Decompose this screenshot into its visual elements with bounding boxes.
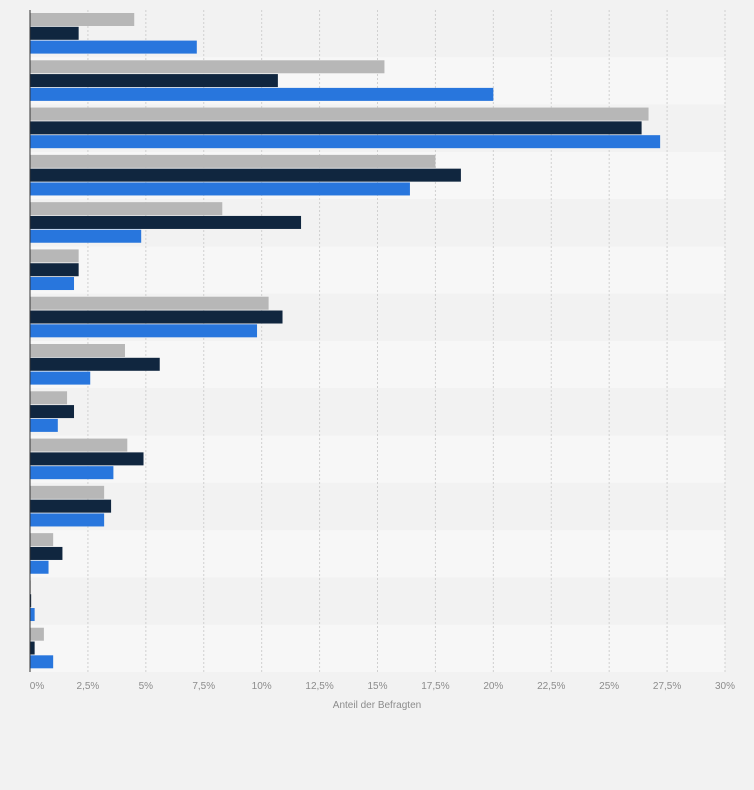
bar[interactable] [30,168,461,182]
bar[interactable] [30,485,105,499]
bar[interactable] [30,466,114,480]
bar[interactable] [30,560,49,574]
bar[interactable] [30,107,649,121]
bar[interactable] [30,655,54,669]
bar[interactable] [30,627,44,641]
bar[interactable] [30,344,125,357]
bar[interactable] [30,154,436,168]
bar[interactable] [30,513,105,527]
category-band [30,577,725,625]
bar[interactable] [30,533,54,547]
bar[interactable] [30,594,32,608]
bar[interactable] [30,182,410,196]
bar[interactable] [30,229,142,243]
bar[interactable] [30,324,258,338]
bar[interactable] [30,74,278,88]
bar[interactable] [30,249,79,263]
bar[interactable] [30,418,58,432]
bar[interactable] [30,391,68,405]
bar[interactable] [30,26,79,40]
bar[interactable] [30,357,160,371]
bar[interactable] [30,202,223,216]
bar[interactable] [30,60,385,74]
bar[interactable] [30,608,35,622]
bar[interactable] [30,263,79,277]
x-tick-label: 7,5% [192,681,215,692]
bar[interactable] [30,499,112,513]
x-tick-label: 5% [139,681,154,692]
bar[interactable] [30,296,269,310]
bar[interactable] [30,641,35,655]
bar[interactable] [30,405,75,419]
bar[interactable] [30,310,283,324]
bar[interactable] [30,121,642,135]
bar[interactable] [30,135,661,149]
x-tick-label: 12,5% [305,681,333,692]
x-axis-label: Anteil der Befragten [333,700,421,711]
bar[interactable] [30,452,144,466]
x-tick-label: 25% [599,681,619,692]
bar[interactable] [30,438,128,452]
bar[interactable] [30,40,197,54]
x-tick-label: 2,5% [77,681,100,692]
x-tick-label: 30% [715,681,735,692]
x-tick-label: 27,5% [653,681,681,692]
x-tick-label: 0% [30,681,45,692]
x-tick-label: 10% [252,681,272,692]
bar[interactable] [30,546,63,560]
x-tick-label: 15% [367,681,387,692]
x-tick-label: 20% [483,681,503,692]
bar[interactable] [30,371,91,385]
x-tick-label: 22,5% [537,681,565,692]
bar[interactable] [30,87,494,101]
category-band [30,624,725,672]
bar[interactable] [30,215,302,229]
x-tick-label: 17,5% [421,681,449,692]
bar[interactable] [30,13,135,26]
bar[interactable] [30,277,75,291]
